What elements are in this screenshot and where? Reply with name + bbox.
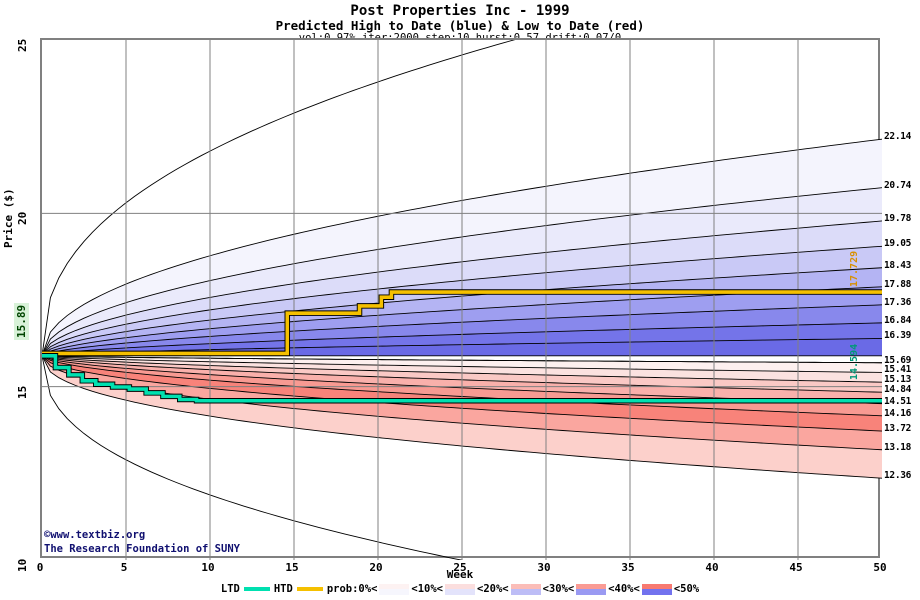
legend-band-label-3: <30%<: [542, 583, 575, 595]
x-tick-40: 40: [705, 561, 719, 574]
right-label-22.14: 22.14: [884, 131, 912, 143]
x-tick-0: 0: [36, 561, 44, 574]
chart-legend: LTD HTD prob:0%< <10%< <20%< <30%< <40%< <50%: [0, 583, 920, 595]
legend-band-swatch-4: [641, 583, 672, 595]
page-title: Post Properties Inc - 1999: [350, 3, 570, 19]
ltd-final-value-label: 14.594: [849, 343, 860, 380]
legend-band-label-2: <20%<: [477, 583, 509, 595]
legend-band-swatch-2: [510, 583, 541, 595]
x-tick-10: 10: [201, 561, 215, 574]
attribution-line-2: The Research Foundation of SUNY: [44, 543, 240, 555]
legend-band-label-5: <50%: [673, 583, 700, 595]
right-label-15.13: 15.13: [884, 374, 912, 386]
right-label-18.43: 18.43: [884, 259, 912, 271]
legend-band-swatch-0: [379, 583, 410, 595]
x-tick-15: 15: [285, 561, 299, 574]
y-axis-label: Price ($): [2, 188, 15, 248]
chart-subtitle: Predicted High to Date (blue) & Low to D…: [275, 18, 645, 33]
plot-area: [40, 38, 882, 560]
right-label-16.39: 16.39: [884, 330, 912, 342]
legend-htd-swatch: [296, 587, 323, 591]
right-label-14.16: 14.16: [884, 407, 912, 419]
right-label-12.36: 12.36: [884, 470, 912, 482]
x-tick-35: 35: [621, 561, 635, 574]
right-label-16.84: 16.84: [884, 314, 912, 326]
right-label-13.72: 13.72: [884, 423, 912, 435]
x-tick-50: 50: [873, 561, 887, 574]
right-label-15.69: 15.69: [884, 354, 912, 366]
legend-ltd-swatch: [243, 587, 270, 591]
x-tick-25: 25: [453, 561, 467, 574]
right-label-13.18: 13.18: [884, 441, 912, 453]
legend-band-swatch-3: [576, 583, 607, 595]
x-tick-20: 20: [369, 561, 383, 574]
fan-chart-svg: [42, 40, 882, 560]
legend-htd-label: HTD: [273, 583, 293, 595]
attribution-line-1: ©www.textbiz.org: [44, 529, 146, 541]
x-tick-45: 45: [789, 561, 803, 574]
legend-band-swatch-1: [445, 583, 475, 595]
right-label-19.78: 19.78: [884, 212, 912, 224]
legend-band-label-1: <10%<: [411, 583, 443, 595]
right-label-17.88: 17.88: [884, 278, 912, 290]
legend-band-label-4: <40%<: [608, 583, 640, 595]
x-tick-5: 5: [120, 561, 128, 574]
x-tick-30: 30: [537, 561, 551, 574]
start-price-label: 15.89: [14, 302, 29, 340]
right-label-17.36: 17.36: [884, 296, 912, 308]
right-label-15.41: 15.41: [884, 364, 912, 376]
legend-ltd-label: LTD: [220, 583, 240, 595]
right-label-14.51: 14.51: [884, 395, 912, 407]
x-axis-label: Week: [446, 568, 474, 581]
right-label-20.74: 20.74: [884, 179, 912, 191]
attribution: ©www.textbiz.org The Research Foundation…: [44, 528, 240, 556]
right-label-19.05: 19.05: [884, 238, 912, 250]
y-tick-10: 10: [16, 558, 29, 572]
right-label-14.84: 14.84: [884, 384, 912, 396]
legend-band-label-0: prob:0%<: [326, 583, 378, 595]
htd-final-value-label: 17.729: [849, 250, 860, 287]
